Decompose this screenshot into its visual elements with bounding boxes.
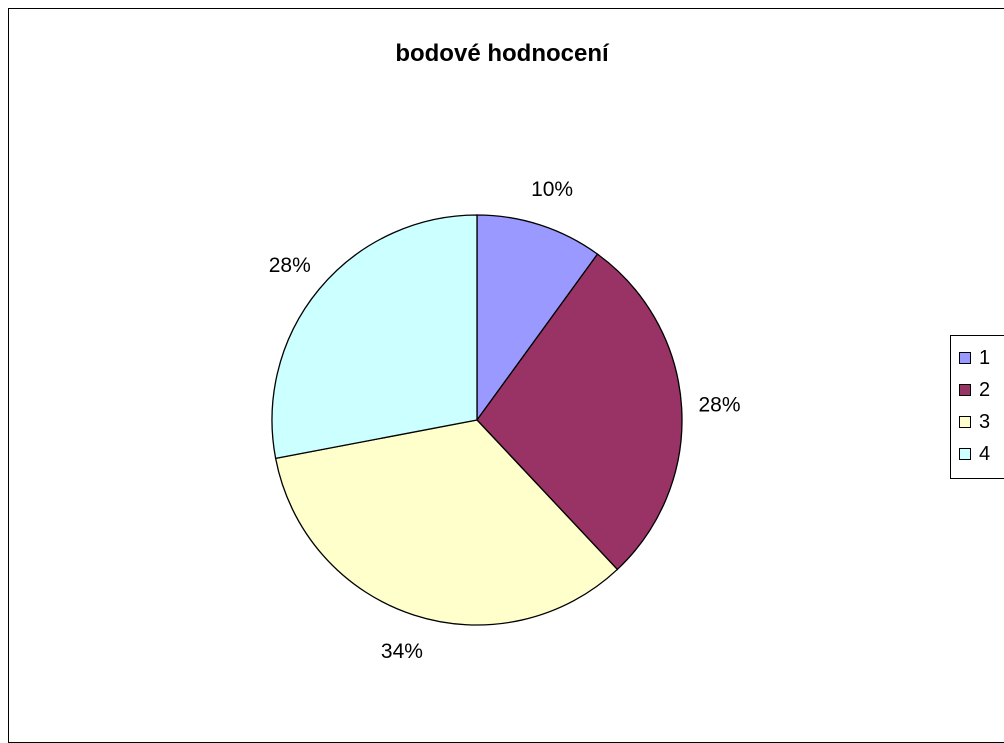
legend-label: 3 [979, 410, 991, 433]
data-label-3: 34% [381, 640, 423, 663]
legend: 1 2 3 4 [950, 335, 1004, 479]
legend-label: 1 [979, 346, 991, 369]
legend-label: 2 [979, 378, 991, 401]
legend-swatch [959, 384, 971, 396]
legend-label: 4 [979, 442, 991, 465]
chart-title: bodové hodnocení [395, 40, 609, 67]
legend-item-4: 4 [959, 442, 990, 466]
pie-slice-4 [271, 214, 478, 460]
legend-item-3: 3 [959, 410, 990, 434]
legend-swatch [959, 352, 971, 364]
legend-swatch [959, 448, 971, 460]
legend-swatch [959, 416, 971, 428]
pie-slice-1 [476, 214, 599, 423]
data-label-1: 10% [531, 178, 573, 201]
legend-item-2: 2 [959, 378, 990, 402]
data-label-4: 28% [269, 254, 311, 277]
pie-slice-3 [274, 419, 619, 626]
data-label-2: 28% [699, 394, 741, 417]
pie-slice-2 [476, 253, 683, 571]
legend-item-1: 1 [959, 346, 990, 370]
